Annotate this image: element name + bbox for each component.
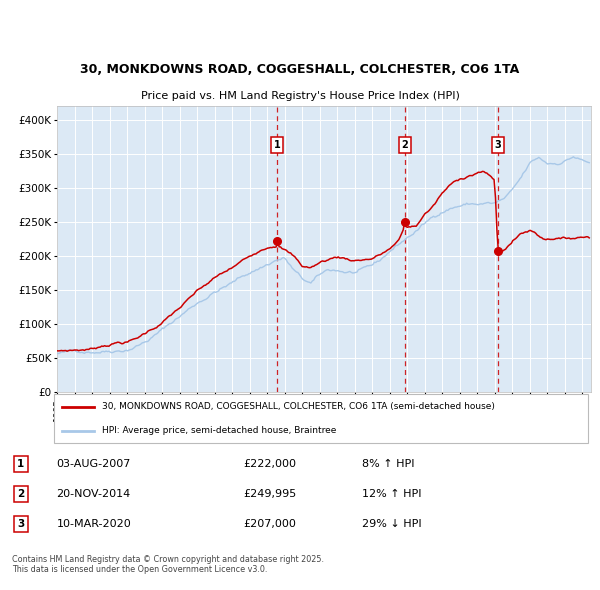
Text: 2: 2 — [17, 489, 25, 499]
Text: 2: 2 — [401, 140, 409, 150]
Text: 30, MONKDOWNS ROAD, COGGESHALL, COLCHESTER, CO6 1TA (semi-detached house): 30, MONKDOWNS ROAD, COGGESHALL, COLCHEST… — [103, 402, 495, 411]
Text: 20-NOV-2014: 20-NOV-2014 — [56, 489, 131, 499]
Text: 30, MONKDOWNS ROAD, COGGESHALL, COLCHESTER, CO6 1TA: 30, MONKDOWNS ROAD, COGGESHALL, COLCHEST… — [80, 63, 520, 76]
Text: 3: 3 — [494, 140, 502, 150]
Text: £249,995: £249,995 — [244, 489, 297, 499]
Text: £207,000: £207,000 — [244, 519, 296, 529]
Text: 1: 1 — [17, 459, 25, 469]
Text: Contains HM Land Registry data © Crown copyright and database right 2025.
This d: Contains HM Land Registry data © Crown c… — [12, 555, 324, 574]
Text: Price paid vs. HM Land Registry's House Price Index (HPI): Price paid vs. HM Land Registry's House … — [140, 91, 460, 101]
Text: 12% ↑ HPI: 12% ↑ HPI — [362, 489, 422, 499]
Text: 1: 1 — [274, 140, 281, 150]
Text: 3: 3 — [17, 519, 25, 529]
Text: 8% ↑ HPI: 8% ↑ HPI — [362, 459, 415, 469]
Text: 10-MAR-2020: 10-MAR-2020 — [56, 519, 131, 529]
Text: HPI: Average price, semi-detached house, Braintree: HPI: Average price, semi-detached house,… — [103, 426, 337, 435]
Text: 03-AUG-2007: 03-AUG-2007 — [56, 459, 131, 469]
Text: £222,000: £222,000 — [244, 459, 296, 469]
FancyBboxPatch shape — [54, 395, 588, 443]
Text: 29% ↓ HPI: 29% ↓ HPI — [362, 519, 422, 529]
